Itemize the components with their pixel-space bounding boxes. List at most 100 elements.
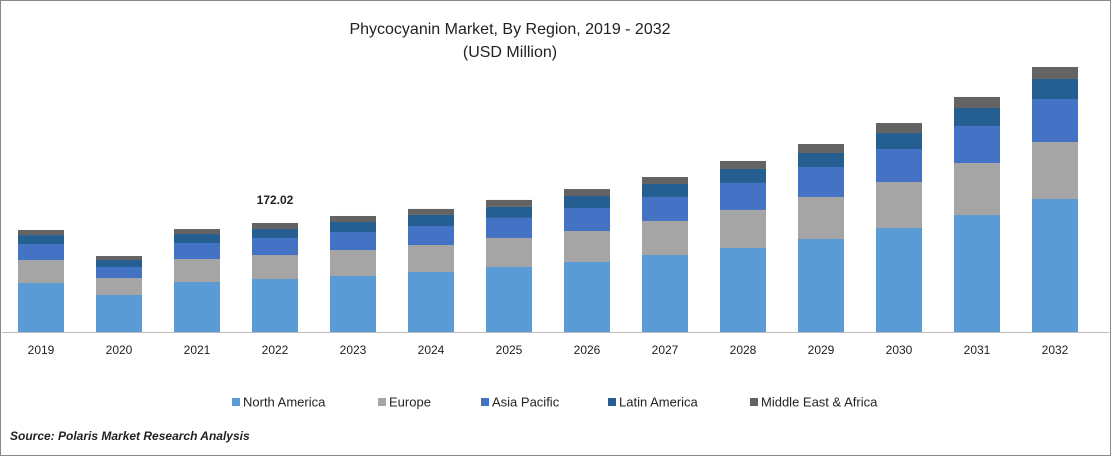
bar-segment: [486, 199, 532, 207]
bar-segment: [174, 259, 220, 283]
bar-segment: [18, 230, 64, 236]
bar-segment: [96, 294, 142, 332]
bar-segment: [642, 177, 688, 184]
bar-segment: [486, 237, 532, 267]
source: Source: Polaris Market Research Analysis: [10, 429, 250, 443]
bar-segment: [252, 229, 298, 239]
bar-segment: [18, 244, 64, 261]
bar-segment: [486, 206, 532, 218]
bar-segment: [564, 207, 610, 231]
x-tick-label: 2031: [964, 343, 991, 357]
bar-segment: [564, 189, 610, 197]
bar-segment: [876, 133, 922, 149]
x-tick-label: 2019: [28, 343, 55, 357]
x-tick-label: 2027: [652, 343, 679, 357]
bar-segment: [1032, 67, 1078, 79]
chart-title: Phycocyanin Market, By Region, 2019 - 20…: [349, 21, 670, 38]
bar-segment: [564, 196, 610, 208]
bar-segment: [876, 148, 922, 183]
chart-subtitle: (USD Million): [463, 44, 557, 61]
x-tick-label: 2032: [1042, 343, 1069, 357]
bar-segment: [174, 234, 220, 244]
bar-segment: [330, 250, 376, 276]
x-tick-label: 2026: [574, 343, 601, 357]
bar-segment: [954, 107, 1000, 126]
bar-segment: [1032, 198, 1078, 332]
x-tick-label: 2020: [106, 343, 133, 357]
legend-label: North America: [243, 394, 326, 409]
bar-segment: [330, 215, 376, 222]
legend-swatch: [481, 398, 489, 406]
bar-segment: [720, 168, 766, 183]
bar-segment: [798, 196, 844, 239]
bar-segment: [954, 163, 1000, 216]
bar-segment: [720, 160, 766, 169]
bar-segment: [96, 278, 142, 295]
bar-segment: [876, 182, 922, 229]
bar-segment: [18, 260, 64, 284]
bar-segment: [1032, 78, 1078, 100]
bar-segment: [798, 238, 844, 332]
legend-swatch: [608, 398, 616, 406]
bar-segment: [408, 244, 454, 272]
x-tick-label: 2021: [184, 343, 211, 357]
bar-segment: [96, 256, 142, 261]
bar-segment: [798, 143, 844, 153]
bar-segment: [954, 96, 1000, 108]
bar-segment: [96, 260, 142, 267]
bar-segment: [954, 125, 1000, 164]
total-label: 172.02: [257, 193, 294, 207]
legend-swatch: [378, 398, 386, 406]
bar-segment: [174, 229, 220, 235]
bar-segment: [798, 166, 844, 197]
bar-segment: [642, 183, 688, 197]
legend-label: Latin America: [619, 394, 699, 409]
bar-segment: [252, 279, 298, 332]
bar-segment: [330, 275, 376, 332]
bar-segment: [876, 228, 922, 332]
legend-label: Middle East & Africa: [761, 394, 878, 409]
bar-segment: [174, 243, 220, 260]
bar-segment: [486, 266, 532, 332]
bar-segment: [252, 255, 298, 280]
bar-segment: [174, 282, 220, 332]
bar-segment: [486, 217, 532, 238]
legend-swatch: [232, 398, 240, 406]
bar-segment: [96, 266, 142, 279]
bar-segment: [408, 214, 454, 226]
x-tick-label: 2025: [496, 343, 523, 357]
bar-segment: [408, 271, 454, 332]
bar-segment: [798, 152, 844, 167]
bar-segment: [720, 209, 766, 248]
bar-segment: [408, 225, 454, 245]
bar-segment: [252, 222, 298, 230]
legend-swatch: [750, 398, 758, 406]
bar-segment: [1032, 99, 1078, 143]
bar-segment: [252, 238, 298, 256]
x-tick-label: 2023: [340, 343, 367, 357]
x-tick-label: 2029: [808, 343, 835, 357]
x-tick-label: 2030: [886, 343, 913, 357]
bar-segment: [720, 247, 766, 332]
bar-segment: [18, 283, 64, 332]
bar-segment: [954, 215, 1000, 332]
bar-segment: [408, 208, 454, 215]
x-tick-label: 2028: [730, 343, 757, 357]
bar-segment: [642, 220, 688, 256]
bar-segment: [330, 232, 376, 251]
bar-segment: [642, 255, 688, 332]
bar-segment: [642, 196, 688, 221]
legend-label: Europe: [389, 394, 431, 409]
x-tick-label: 2024: [418, 343, 445, 357]
bar-segment: [330, 221, 376, 233]
legend-label: Asia Pacific: [492, 394, 560, 409]
bar-segment: [720, 182, 766, 210]
bar-segment: [876, 123, 922, 134]
bar-segment: [1032, 142, 1078, 199]
bar-segment: [564, 230, 610, 262]
x-tick-label: 2022: [262, 343, 289, 357]
bar-segment: [18, 235, 64, 245]
bar-segment: [564, 261, 610, 332]
